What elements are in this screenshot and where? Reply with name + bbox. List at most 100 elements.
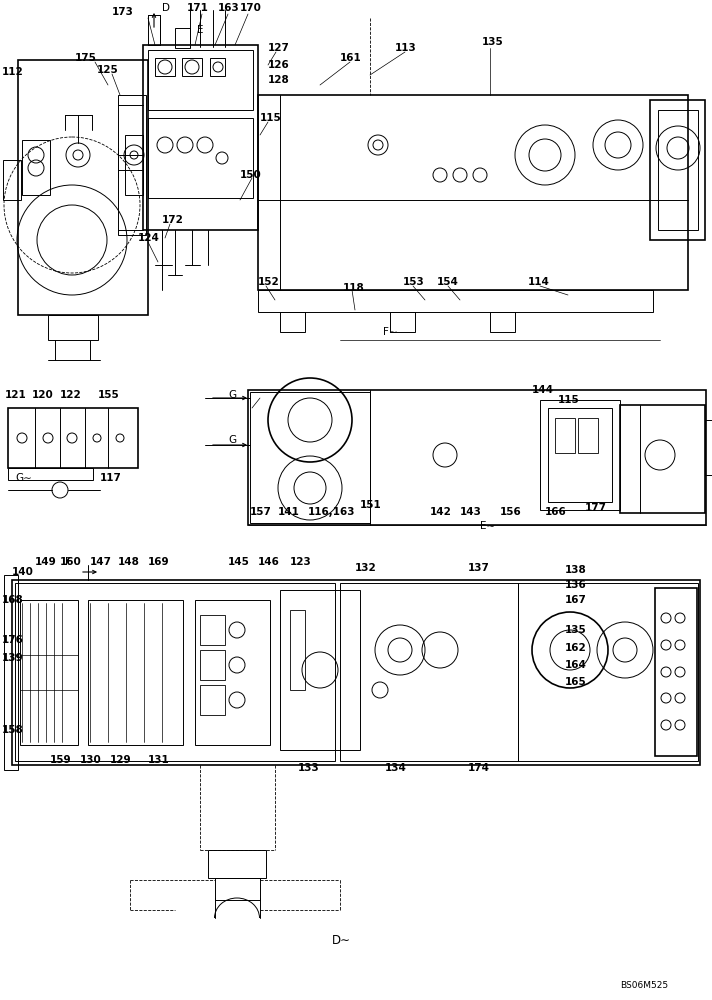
Text: 153: 153 — [403, 277, 425, 287]
Text: 125: 125 — [97, 65, 119, 75]
Bar — [125, 135, 143, 195]
Bar — [195, 600, 270, 745]
Bar — [258, 290, 653, 312]
Text: 137: 137 — [468, 563, 490, 573]
Text: 135: 135 — [565, 625, 587, 635]
Bar — [540, 400, 620, 510]
Bar — [22, 140, 50, 195]
Bar — [208, 850, 266, 878]
Bar — [200, 615, 225, 645]
Bar — [650, 100, 705, 240]
Bar — [118, 95, 146, 235]
Text: 174: 174 — [468, 763, 490, 773]
Text: 143: 143 — [460, 507, 482, 517]
Bar — [490, 312, 515, 332]
Text: 113: 113 — [395, 43, 417, 53]
Text: 126: 126 — [268, 60, 290, 70]
Text: 144: 144 — [532, 385, 554, 395]
Bar — [658, 110, 698, 230]
Text: F: F — [65, 557, 71, 567]
Text: 169: 169 — [148, 557, 169, 567]
Text: D: D — [162, 3, 170, 13]
Bar — [4, 575, 18, 770]
Bar — [200, 650, 225, 680]
Text: 138: 138 — [565, 565, 587, 575]
Text: 122: 122 — [60, 390, 82, 400]
Text: 152: 152 — [258, 277, 280, 287]
Text: 158: 158 — [2, 725, 23, 735]
Text: 175: 175 — [75, 53, 97, 63]
Bar — [8, 408, 138, 468]
Text: 117: 117 — [100, 473, 122, 483]
Bar — [518, 583, 698, 761]
Text: E: E — [197, 25, 204, 35]
Text: 141: 141 — [278, 507, 300, 517]
Text: G∼: G∼ — [15, 473, 32, 483]
Text: 157: 157 — [250, 507, 272, 517]
Bar — [148, 118, 253, 198]
Text: 114: 114 — [528, 277, 550, 287]
Text: 170: 170 — [240, 3, 262, 13]
Text: 161: 161 — [340, 53, 362, 63]
Text: 163: 163 — [218, 3, 240, 13]
Text: 148: 148 — [118, 557, 140, 567]
Text: 167: 167 — [565, 595, 587, 605]
Text: 168: 168 — [2, 595, 23, 605]
Bar — [655, 588, 697, 756]
Text: 134: 134 — [385, 763, 407, 773]
Text: 172: 172 — [162, 215, 184, 225]
Bar — [250, 392, 370, 523]
Text: 135: 135 — [482, 37, 504, 47]
Text: 133: 133 — [298, 763, 320, 773]
Text: 139: 139 — [2, 653, 23, 663]
Text: 116,163: 116,163 — [308, 507, 355, 517]
Bar — [248, 390, 706, 525]
Text: 164: 164 — [565, 660, 587, 670]
Bar — [555, 418, 575, 453]
Text: 176: 176 — [2, 635, 24, 645]
Text: 165: 165 — [565, 677, 587, 687]
Text: 128: 128 — [268, 75, 290, 85]
Text: 156: 156 — [500, 507, 522, 517]
Bar — [280, 312, 305, 332]
Text: 159: 159 — [50, 755, 72, 765]
Bar — [143, 45, 258, 230]
Text: 130: 130 — [80, 755, 102, 765]
Bar — [12, 580, 700, 765]
Text: 142: 142 — [430, 507, 452, 517]
Text: 151: 151 — [360, 500, 382, 510]
Text: 171: 171 — [187, 3, 209, 13]
Text: 127: 127 — [268, 43, 290, 53]
Text: 115: 115 — [558, 395, 580, 405]
Text: 146: 146 — [258, 557, 280, 567]
Text: 149: 149 — [35, 557, 57, 567]
Bar — [705, 420, 712, 475]
Text: 166: 166 — [545, 507, 567, 517]
Text: 131: 131 — [148, 755, 169, 765]
Bar — [175, 28, 190, 48]
Bar — [18, 60, 148, 315]
Bar — [20, 600, 78, 745]
Bar — [3, 160, 21, 200]
Text: 118: 118 — [343, 283, 365, 293]
Bar — [390, 312, 415, 332]
Bar — [340, 583, 518, 761]
Text: F∼: F∼ — [383, 327, 397, 337]
Bar — [8, 468, 93, 480]
Bar — [258, 95, 688, 290]
Text: G: G — [228, 390, 236, 400]
Text: E∼: E∼ — [480, 521, 496, 531]
Text: 129: 129 — [110, 755, 132, 765]
Text: 115: 115 — [260, 113, 282, 123]
Text: 173: 173 — [112, 7, 134, 17]
Bar — [280, 590, 360, 750]
Bar — [200, 685, 225, 715]
Bar — [148, 15, 160, 45]
Text: G: G — [228, 435, 236, 445]
Text: 123: 123 — [290, 557, 312, 567]
Text: 155: 155 — [98, 390, 120, 400]
Bar — [88, 600, 183, 745]
Bar — [15, 583, 335, 761]
Text: 145: 145 — [228, 557, 250, 567]
Text: 160: 160 — [60, 557, 82, 567]
